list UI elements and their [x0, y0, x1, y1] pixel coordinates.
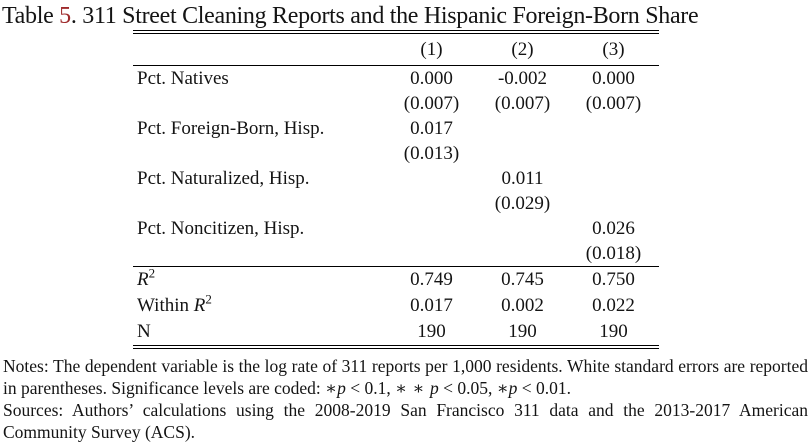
stat-label-prefix: Within: [137, 295, 194, 316]
coef-cell: 0.000: [592, 67, 635, 89]
row-label-empty: [133, 241, 386, 267]
coef-cell: [568, 116, 659, 141]
stat-value: 0.022: [592, 295, 635, 316]
stat-row-r2: R2 0.749 0.745 0.750: [133, 265, 659, 293]
table-title-prefix: Table: [2, 3, 60, 29]
stat-value: 0.750: [568, 266, 659, 293]
se-cell: [568, 191, 659, 216]
stat-value: 0.017: [410, 295, 453, 316]
coef-cell: [568, 166, 659, 191]
coef-cell: [477, 216, 568, 241]
table-row-se: (0.018): [133, 241, 659, 267]
coef-cell: [477, 116, 568, 141]
coef-cell: [386, 166, 477, 191]
notes-label: Notes:: [3, 356, 49, 376]
coef-cell: 0.000: [410, 67, 453, 89]
se-cell: (0.013): [403, 142, 460, 164]
stat-value: 190: [386, 319, 477, 349]
stat-label-sup: 2: [205, 291, 212, 307]
regression-table: (1) (2) (3) Pct. Natives 0.000 -0.002 0.…: [133, 30, 659, 349]
sig-stars: ∗: [496, 378, 509, 399]
stat-label-prefix: N: [137, 321, 151, 342]
coef-cell: -0.002: [497, 67, 548, 89]
table-row-coef: Pct. Noncitizen, Hisp. 0.026: [133, 216, 659, 241]
se-cell: [568, 141, 659, 166]
sig-condition: < 0.01.: [517, 377, 572, 398]
stat-value: 0.745: [477, 266, 568, 293]
table-row-coef: Pct. Natives 0.000 -0.002 0.000: [133, 66, 659, 92]
notes-paragraph: Notes: The dependent variable is the log…: [3, 356, 808, 400]
row-label-empty: [133, 141, 386, 166]
table-row-se: (0.007) (0.007) (0.007): [133, 91, 659, 116]
sources-paragraph: Sources: Authors’ calculations using the…: [3, 400, 808, 443]
stat-label: Within R2: [133, 293, 386, 319]
stat-label: R2: [133, 265, 386, 293]
header-row: (1) (2) (3): [133, 30, 659, 66]
sig-condition: < 0.1,: [345, 377, 396, 398]
row-label: Pct. Natives: [137, 67, 229, 89]
column-header-3: (3): [568, 30, 659, 66]
table-row-se: (0.029): [133, 191, 659, 216]
se-cell: (0.007): [403, 92, 460, 114]
sig-stars: ∗: [325, 378, 338, 399]
se-cell: [386, 241, 477, 267]
sources-label: Sources:: [3, 400, 64, 420]
notes-body: The dependent variable is the log rate o…: [3, 356, 808, 398]
coef-cell: 0.026: [592, 217, 635, 239]
stat-row-within-r2: Within R2 0.017 0.002 0.022: [133, 293, 659, 319]
table-row-coef: Pct. Foreign-Born, Hisp. 0.017: [133, 116, 659, 141]
column-header-1: (1): [386, 30, 477, 66]
stat-label: N: [133, 319, 386, 349]
sig-stars: ∗ ∗: [395, 378, 430, 399]
row-label-empty: [133, 191, 386, 216]
se-cell: (0.007): [585, 92, 642, 114]
se-cell: (0.029): [494, 192, 551, 214]
sig-p: p: [337, 377, 346, 398]
sources-body: Authors’ calculations using the 2008-201…: [3, 400, 808, 442]
table-number-link[interactable]: 5: [59, 3, 71, 29]
stat-value: 0.002: [501, 295, 544, 316]
stat-label-sup: 2: [148, 265, 156, 281]
sig-p: p: [430, 377, 439, 398]
stat-row-n: N 190 190 190: [133, 319, 659, 349]
row-label: Pct. Foreign-Born, Hisp.: [137, 117, 325, 139]
column-header-2: (2): [477, 30, 568, 66]
stat-label-math: R: [137, 269, 149, 290]
table-title-text: . 311 Street Cleaning Reports and the Hi…: [70, 3, 699, 29]
coef-cell: [386, 216, 477, 241]
row-label: Pct. Naturalized, Hisp.: [137, 167, 310, 189]
se-cell: (0.018): [585, 242, 642, 264]
stat-value: 190: [568, 319, 659, 349]
stat-value: 190: [477, 319, 568, 349]
se-cell: [477, 241, 568, 267]
table-title: Table 5. 311 Street Cleaning Reports and…: [2, 2, 811, 30]
sig-condition: < 0.05,: [438, 377, 497, 398]
row-label-empty: [133, 91, 386, 116]
table-row-se: (0.013): [133, 141, 659, 166]
se-cell: (0.007): [494, 92, 551, 114]
coef-cell: 0.017: [410, 117, 453, 139]
table-row-coef: Pct. Naturalized, Hisp. 0.011: [133, 166, 659, 191]
header-empty-cell: [133, 30, 386, 66]
row-label: Pct. Noncitizen, Hisp.: [137, 217, 305, 239]
se-cell: [386, 191, 477, 216]
stat-value: 0.749: [386, 266, 477, 293]
coef-cell: 0.011: [501, 167, 544, 189]
se-cell: [477, 141, 568, 166]
stat-label-math: R: [193, 295, 206, 316]
sig-p: p: [508, 377, 518, 398]
